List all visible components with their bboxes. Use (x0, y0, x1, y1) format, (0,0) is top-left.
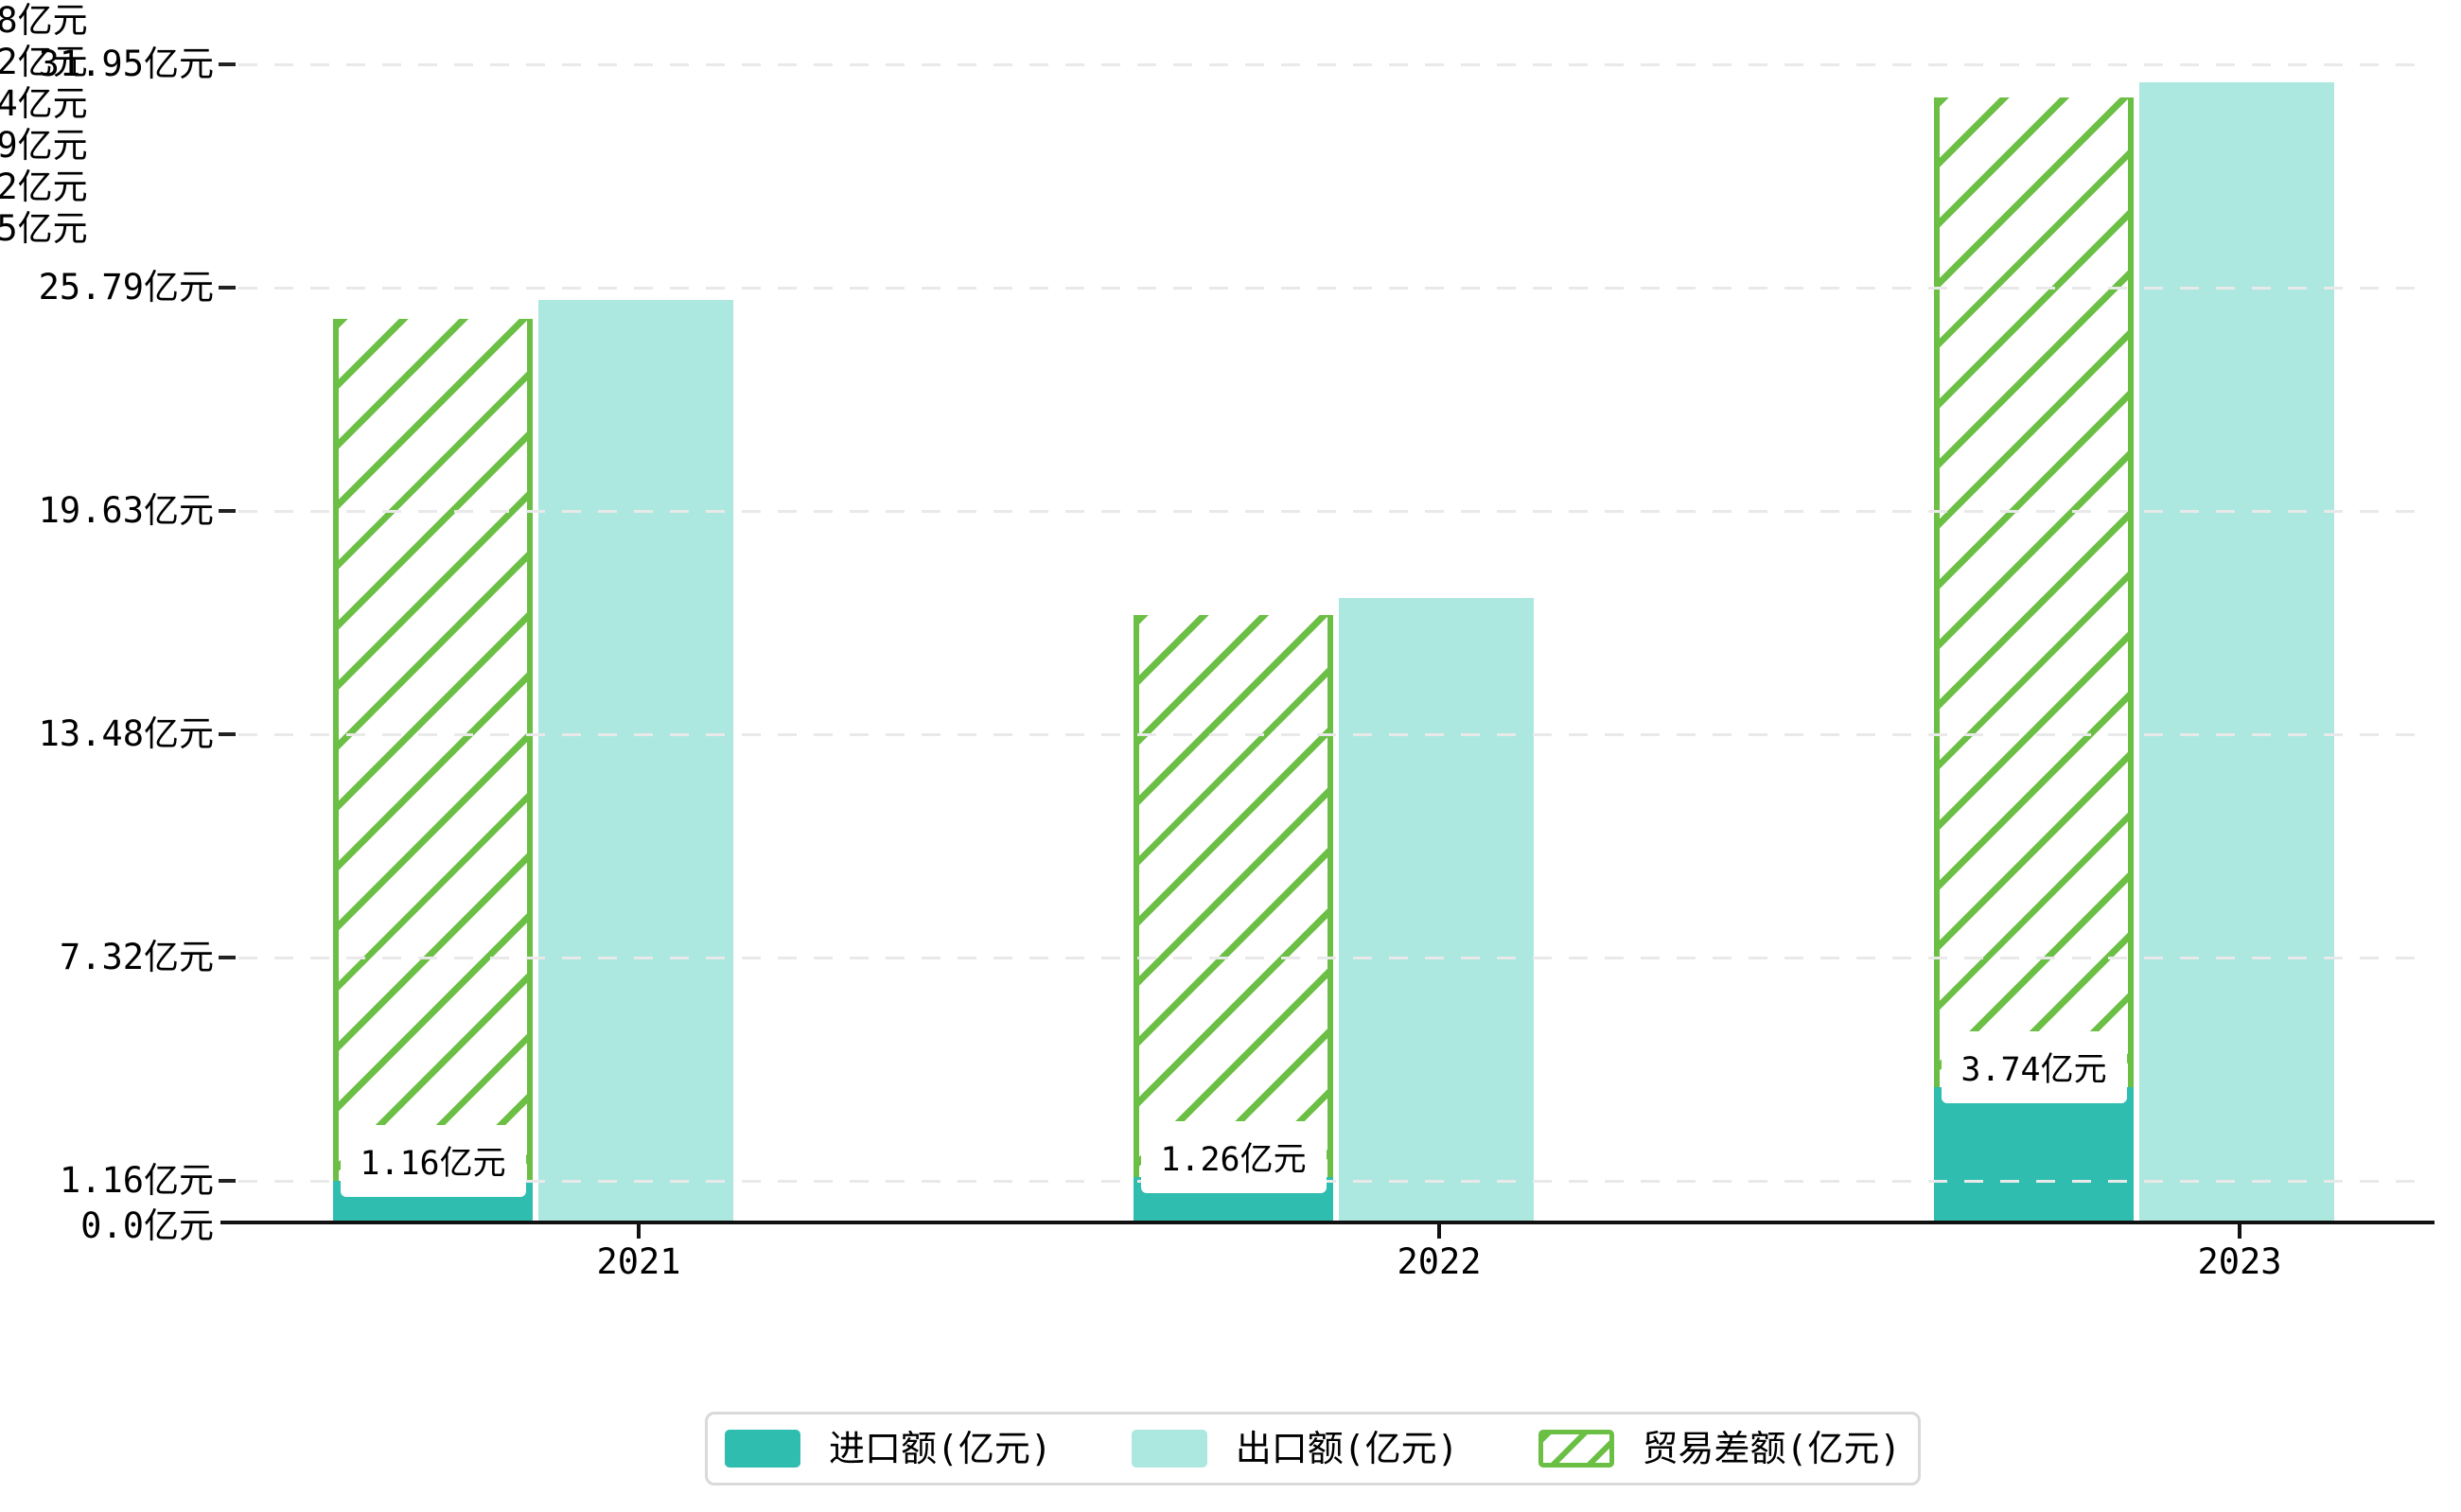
gridline-31.95 (238, 63, 2432, 66)
bar-import-2023[interactable] (1934, 1086, 2134, 1222)
label-import-box-2022: 1.26亿元 (1140, 1120, 1327, 1193)
y-axis-tick-1.16 (219, 1178, 236, 1183)
legend-item-import-label: 进口额(亿元) (829, 1428, 1052, 1469)
y-axis-label-31.95: 31.95亿元 (38, 44, 214, 84)
label-export-2021: 25.92亿元 (0, 42, 88, 82)
x-axis-label-2022: 2022 (1397, 1241, 1482, 1282)
y-axis-label-25.79: 25.79亿元 (38, 266, 214, 308)
legend-swatch-import (725, 1430, 800, 1468)
x-axis-label-2021: 2021 (596, 1241, 681, 1282)
bar-export-2023[interactable] (2139, 82, 2334, 1222)
legend-item-import[interactable]: 进口额(亿元) (725, 1427, 1052, 1470)
y-axis-label-7.32: 7.32亿元 (59, 936, 214, 977)
bar-export-2022[interactable] (1339, 598, 1534, 1222)
y-axis-tick-31.95 (219, 62, 236, 66)
label-trade-diff-2022: −1.64亿元 (0, 83, 88, 124)
label-import-2022: 1.26亿元 (1160, 1141, 1307, 1180)
label-trade-diff-2023: −2.82亿元 (0, 167, 88, 207)
label-trade-diff-2021: −2.48亿元 (0, 0, 88, 41)
gridline-25.79 (238, 286, 2432, 290)
x-axis-tick-2023 (2238, 1224, 2241, 1239)
y-axis-label-13.48: 13.48亿元 (38, 712, 214, 754)
gridline-7.32 (238, 956, 2432, 959)
x-axis-tick-2021 (637, 1224, 641, 1239)
label-export-2023: 31.95亿元 (0, 208, 88, 249)
gridline-13.48 (238, 732, 2432, 736)
y-axis-label-1.16: 1.16亿元 (59, 1159, 214, 1201)
label-import-2023: 3.74亿元 (1960, 1051, 2107, 1090)
y-axis-label-0: 0.0亿元 (80, 1205, 214, 1246)
label-import-box-2021: 1.16亿元 (340, 1124, 526, 1197)
label-export-2022: 17.69亿元 (0, 125, 88, 166)
bar-trade-diff-2021[interactable] (333, 318, 533, 1222)
legend-item-export[interactable]: 出口额(亿元) (1131, 1427, 1459, 1470)
legend-item-trade-diff-label: 贸易差额(亿元) (1642, 1428, 1902, 1469)
y-axis-tick-13.48 (219, 731, 236, 736)
y-axis-label-19.63: 19.63亿元 (38, 489, 214, 531)
gridline-1.16 (238, 1179, 2432, 1183)
x-axis-line (220, 1221, 2435, 1224)
y-axis-tick-25.79 (219, 285, 236, 290)
label-import-2021: 1.16亿元 (360, 1145, 506, 1184)
legend-swatch-trade-diff (1538, 1430, 1614, 1468)
legend-item-trade-diff[interactable]: 贸易差额(亿元) (1538, 1427, 1902, 1470)
chart-legend: 进口额(亿元) 出口额(亿元) 贸易差额(亿元) (705, 1412, 1922, 1486)
legend-swatch-export (1131, 1430, 1207, 1468)
gridline-19.63 (238, 509, 2432, 513)
y-axis-tick-7.32 (219, 955, 236, 959)
x-axis-label-2023: 2023 (2197, 1241, 2282, 1282)
y-axis-tick-19.63 (219, 508, 236, 513)
bar-export-2021[interactable] (538, 300, 733, 1222)
legend-item-export-label: 出口额(亿元) (1235, 1428, 1459, 1469)
label-import-box-2023: 3.74亿元 (1941, 1030, 2127, 1103)
x-axis-tick-2022 (1437, 1224, 1441, 1239)
